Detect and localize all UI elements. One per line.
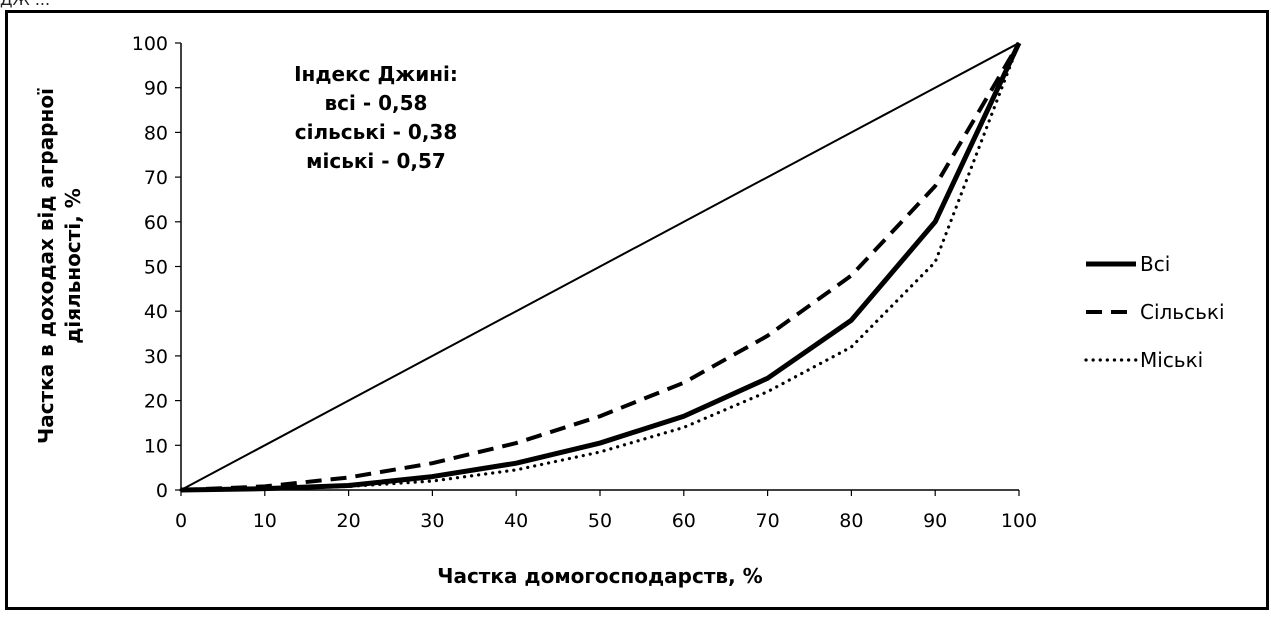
equality-line	[180, 42, 1020, 491]
equality-line-group	[180, 42, 1020, 491]
y-tick-label: 0	[156, 480, 168, 502]
x-tick-label: 40	[504, 510, 528, 532]
y-tick-label: 90	[144, 78, 168, 100]
y-tick-label: 30	[144, 346, 168, 368]
y-tick-label: 50	[144, 257, 168, 279]
series-line-solid	[180, 41, 1022, 493]
axis-labels-group: Частка домогосподарств, % Частка в дохода…	[34, 88, 763, 588]
y-tick-label: 70	[144, 167, 168, 189]
y-tick-label: 10	[144, 435, 168, 457]
x-tick-label: 60	[672, 510, 696, 532]
annotation-line: Індекс Джині:	[294, 62, 458, 86]
x-tick-label: 90	[923, 510, 947, 532]
chart-frame: 0 10 20 30 40 50 60 70 80 90 100 0 10 20 30 40 50 60 70 80 9…	[5, 10, 1269, 610]
x-axis-label: Частка домогосподарств, %	[437, 564, 762, 588]
x-tick-label: 80	[839, 510, 863, 532]
x-tick-label: 10	[253, 510, 277, 532]
legend: Всі Сільські Міські	[1084, 252, 1225, 372]
annotation-line: міські - 0,57	[306, 149, 446, 173]
y-tick-label: 80	[144, 122, 168, 144]
x-tick-label: 20	[337, 510, 361, 532]
x-tick-label: 50	[588, 510, 612, 532]
top-cut-text: ДЖ ...	[0, 0, 50, 9]
x-tick-label: 70	[756, 510, 780, 532]
lorenz-chart: 0 10 20 30 40 50 60 70 80 90 100 0 10 20 30 40 50 60 70 80 9…	[34, 33, 1225, 588]
x-tick-label: 30	[420, 510, 444, 532]
series-line-dashed	[180, 41, 1021, 492]
y-tick-label: 20	[144, 391, 168, 413]
ticks-group: 0 10 20 30 40 50 60 70 80 90 100 0 10 20 30 40 50 60 70 80 9…	[132, 33, 1037, 532]
y-axis-label-line: Частка в доходах від аграрної	[34, 88, 58, 444]
y-tick-label: 100	[132, 33, 168, 55]
annotation-line: всі - 0,58	[325, 91, 428, 115]
x-tick-label: 0	[175, 510, 187, 532]
legend-label: Сільські	[1140, 300, 1225, 324]
series-group	[179, 41, 1022, 493]
y-axis-label-line: діяльності, %	[61, 188, 85, 344]
y-tick-label: 60	[144, 212, 168, 234]
gini-annotation: Індекс Джині: всі - 0,58 сільські - 0,38 мі…	[294, 62, 458, 173]
x-tick-label: 100	[1001, 510, 1037, 532]
legend-label: Всі	[1140, 252, 1170, 276]
y-tick-label: 40	[144, 301, 168, 323]
annotation-line: сільські - 0,38	[295, 120, 458, 144]
legend-label: Міські	[1140, 348, 1203, 372]
